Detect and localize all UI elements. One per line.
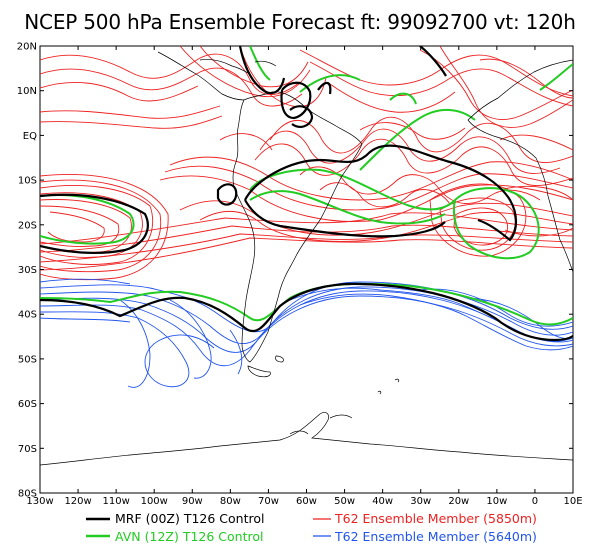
africa-coast: [467, 59, 573, 273]
lat-label: 20S: [18, 220, 37, 231]
lon-label: 90w: [182, 496, 203, 507]
lon-label: 50w: [334, 496, 355, 507]
antarctica-coast: [40, 412, 573, 466]
map-title: NCEP 500 hPa Ensemble Forecast ft: 99092…: [24, 10, 576, 34]
lat-label: 20N: [17, 42, 37, 53]
lat-label: 70S: [18, 444, 37, 455]
lon-label: 60w: [296, 496, 317, 507]
coastlines: [40, 51, 573, 466]
lat-label: 10S: [18, 176, 37, 187]
lon-label: 70w: [258, 496, 279, 507]
lon-label: 10w: [486, 496, 507, 507]
lon-label: 80w: [220, 496, 241, 507]
lon-label: 30w: [410, 496, 431, 507]
lat-label: 10N: [17, 86, 37, 97]
lat-label: 80S: [18, 489, 37, 500]
lat-label: 30S: [18, 265, 37, 276]
lon-label: 40w: [372, 496, 393, 507]
lat-label: EQ: [23, 131, 37, 142]
lon-label: 20w: [448, 496, 469, 507]
lat-label: 50S: [18, 354, 37, 365]
axis-ticks: [39, 45, 574, 494]
lon-label: 100w: [141, 496, 168, 507]
lat-label: 60S: [18, 399, 37, 410]
lat-label: 40S: [18, 310, 37, 321]
legend-avn-label: AVN (12Z) T126 Control: [115, 529, 263, 544]
legend-red-label: T62 Ensemble Member (5850m): [334, 511, 537, 526]
longitude-labels: 130w 120w 110w 100w 90w 80w 70w 60w 50w 40w 30w 20w…: [26, 496, 582, 507]
map-frame: [39, 45, 574, 494]
latitude-labels: 20N 10N EQ 10S 20S 30S 40S 50S 60S 70S 80S: [17, 42, 37, 500]
lon-label: 110w: [103, 496, 130, 507]
mrf-control-contours: [40, 46, 573, 342]
blue-ensemble-contours: [40, 278, 573, 388]
lon-label: 130w: [26, 496, 53, 507]
legend: MRF (00Z) T126 Control AVN (12Z) T126 Co…: [86, 511, 537, 544]
legend-mrf-label: MRF (00Z) T126 Control: [115, 511, 264, 526]
legend-blue-label: T62 Ensemble Member (5640m): [334, 529, 537, 544]
south-america-coast: [232, 91, 363, 363]
lon-label: 120w: [64, 496, 91, 507]
lon-label: 10E: [563, 496, 582, 507]
lon-label: 0: [532, 496, 538, 507]
